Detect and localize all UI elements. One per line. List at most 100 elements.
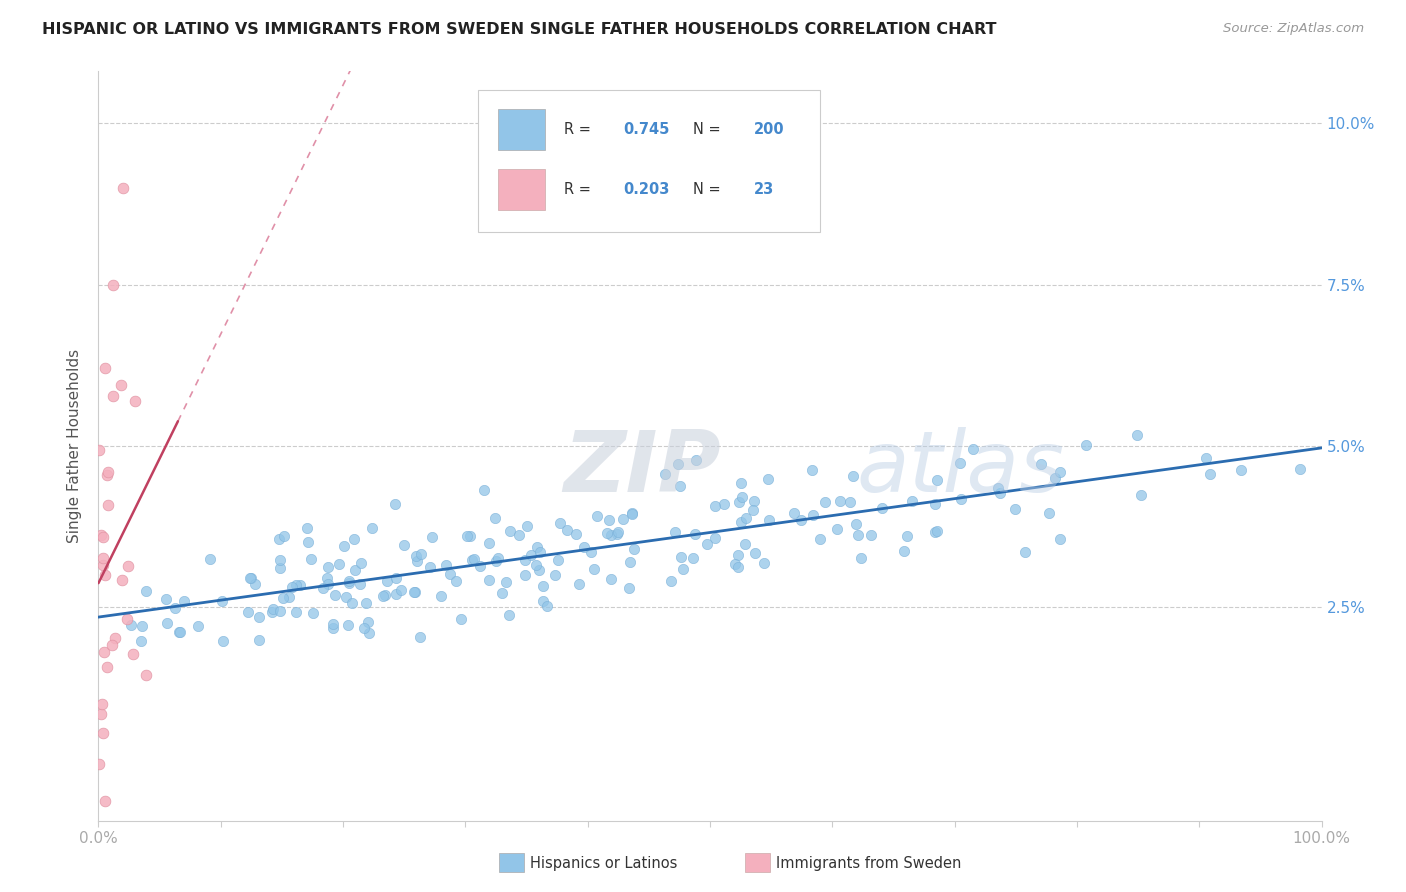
Point bbox=[724, 558, 747, 572]
Point bbox=[353, 621, 375, 635]
Point bbox=[713, 497, 735, 511]
Point bbox=[131, 619, 153, 633]
Point bbox=[97, 465, 120, 479]
Point bbox=[385, 587, 408, 601]
Point bbox=[924, 524, 946, 539]
Point bbox=[129, 633, 152, 648]
Point bbox=[730, 475, 752, 490]
Point bbox=[211, 594, 233, 608]
Point bbox=[513, 553, 536, 567]
Point bbox=[734, 537, 756, 551]
Point bbox=[516, 518, 538, 533]
Point bbox=[744, 546, 766, 560]
Point bbox=[115, 612, 138, 626]
Point bbox=[285, 578, 308, 592]
Point bbox=[165, 601, 187, 615]
Point bbox=[404, 585, 426, 599]
Point bbox=[666, 457, 689, 471]
Point bbox=[621, 507, 644, 521]
Point bbox=[1195, 450, 1218, 465]
Text: Hispanics or Latinos: Hispanics or Latinos bbox=[530, 856, 678, 871]
Point bbox=[173, 594, 195, 608]
Point bbox=[598, 514, 620, 528]
Point bbox=[599, 528, 621, 542]
Point bbox=[117, 558, 139, 573]
Point bbox=[685, 452, 707, 467]
Text: atlas: atlas bbox=[856, 427, 1064, 510]
Point bbox=[800, 463, 823, 477]
Text: ZIP: ZIP bbox=[564, 427, 721, 510]
Text: Source: ZipAtlas.com: Source: ZipAtlas.com bbox=[1223, 22, 1364, 36]
Point bbox=[924, 497, 946, 511]
Point bbox=[728, 494, 751, 508]
Point bbox=[838, 494, 860, 508]
Point bbox=[91, 530, 114, 544]
Point bbox=[1004, 501, 1026, 516]
Point bbox=[93, 361, 115, 376]
Point bbox=[322, 617, 344, 632]
Point bbox=[356, 615, 378, 629]
Point bbox=[285, 606, 308, 620]
Point bbox=[842, 469, 865, 483]
Point bbox=[1130, 488, 1153, 502]
Point bbox=[111, 573, 134, 587]
Point bbox=[458, 528, 481, 542]
Point bbox=[1049, 465, 1071, 479]
Point bbox=[155, 591, 177, 606]
Point bbox=[169, 625, 191, 640]
Point bbox=[374, 588, 396, 602]
Point bbox=[290, 577, 312, 591]
Point bbox=[742, 494, 765, 508]
Point bbox=[316, 571, 339, 585]
Point bbox=[89, 528, 111, 542]
Point bbox=[900, 493, 922, 508]
Text: 0.203: 0.203 bbox=[623, 182, 669, 197]
Point bbox=[101, 277, 124, 292]
Point bbox=[533, 594, 555, 608]
Point bbox=[350, 556, 373, 570]
Point bbox=[623, 541, 645, 556]
Point bbox=[337, 575, 360, 590]
Point bbox=[360, 521, 382, 535]
Point bbox=[988, 486, 1011, 500]
Point bbox=[893, 543, 915, 558]
Point bbox=[927, 473, 949, 487]
Point bbox=[1049, 532, 1071, 546]
Point bbox=[323, 588, 346, 602]
Point bbox=[524, 558, 547, 572]
Point bbox=[212, 634, 235, 648]
Point bbox=[262, 602, 284, 616]
Point bbox=[484, 511, 506, 525]
Point bbox=[586, 508, 609, 523]
Point bbox=[349, 577, 371, 591]
Point bbox=[595, 525, 617, 540]
Point bbox=[1229, 463, 1251, 477]
Point bbox=[101, 389, 124, 403]
Point bbox=[456, 529, 478, 543]
Point bbox=[478, 573, 501, 587]
Point bbox=[135, 668, 157, 682]
Point bbox=[278, 590, 301, 604]
Point bbox=[547, 552, 569, 566]
Point bbox=[316, 559, 339, 574]
Point bbox=[742, 503, 765, 517]
Text: N =: N = bbox=[693, 122, 725, 137]
Point bbox=[357, 625, 380, 640]
Point bbox=[606, 525, 628, 540]
Point bbox=[801, 508, 824, 523]
Point bbox=[495, 575, 517, 590]
Point bbox=[239, 571, 262, 585]
Point bbox=[696, 537, 718, 551]
Point bbox=[111, 180, 134, 194]
Point bbox=[269, 561, 291, 575]
Point bbox=[96, 467, 118, 482]
Point bbox=[269, 533, 291, 547]
Point bbox=[727, 560, 749, 574]
Point bbox=[664, 524, 686, 539]
Point bbox=[813, 495, 835, 509]
Text: N =: N = bbox=[693, 182, 725, 197]
Point bbox=[550, 516, 572, 531]
Point bbox=[683, 526, 706, 541]
Point bbox=[752, 556, 775, 570]
Point bbox=[526, 541, 548, 555]
